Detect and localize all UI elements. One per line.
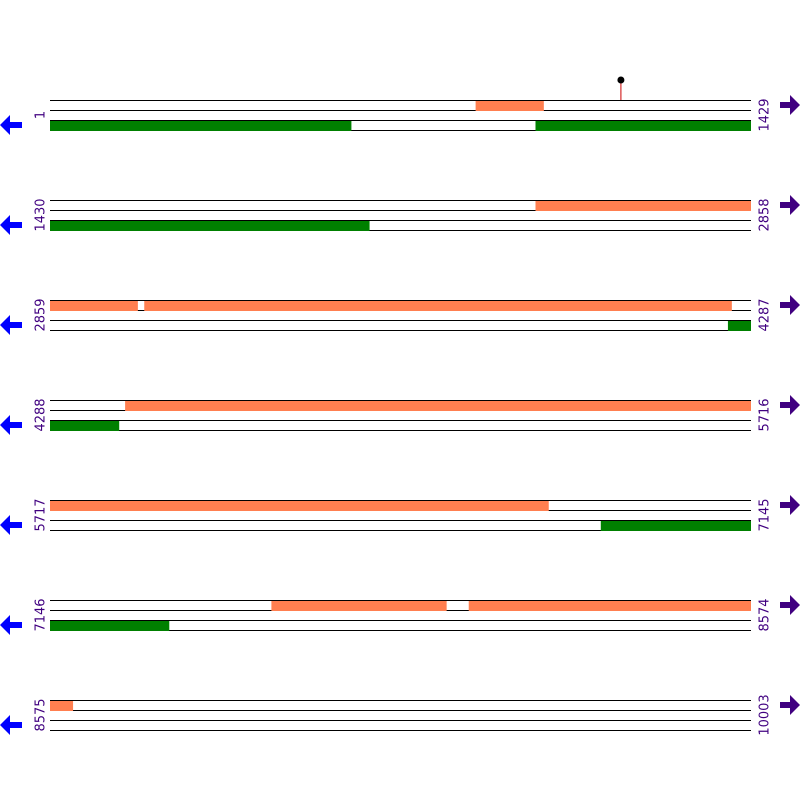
- row-start-label: 2859: [34, 298, 49, 331]
- forward-arrow: [780, 295, 800, 315]
- forward-feature: [535, 201, 751, 211]
- row-end-label: 2858: [758, 198, 773, 231]
- row-start-label: 7146: [34, 598, 49, 631]
- row-start-label: 5717: [34, 498, 49, 531]
- reverse-feature: [50, 421, 120, 431]
- forward-arrow: [780, 495, 800, 515]
- reverse-arrow: [0, 415, 22, 435]
- reverse-feature: [50, 121, 352, 131]
- marker-head: [617, 76, 625, 84]
- row-end-label: 10003: [758, 694, 773, 735]
- row-end-label: 5716: [758, 398, 773, 431]
- reverse-arrow: [0, 115, 22, 135]
- reverse-feature: [50, 221, 370, 231]
- row-start-label: 4288: [34, 398, 49, 431]
- forward-arrow: [780, 195, 800, 215]
- reverse-arrow: [0, 615, 22, 635]
- row-end-label: 8574: [758, 598, 773, 631]
- forward-feature: [468, 601, 751, 611]
- forward-feature: [50, 501, 549, 511]
- forward-arrow: [780, 595, 800, 615]
- row-end-label: 7145: [758, 498, 773, 531]
- reverse-feature: [50, 621, 170, 631]
- row-start-label: 8575: [34, 698, 49, 731]
- forward-arrow: [780, 95, 800, 115]
- row-start-label: 1: [34, 111, 49, 119]
- reverse-arrow: [0, 215, 22, 235]
- forward-feature: [144, 301, 732, 311]
- reverse-feature: [727, 321, 751, 331]
- forward-arrow: [780, 695, 800, 715]
- reverse-arrow: [0, 715, 22, 735]
- reverse-arrow: [0, 515, 22, 535]
- row-end-label: 1429: [758, 98, 773, 131]
- forward-arrow: [780, 395, 800, 415]
- forward-feature: [50, 701, 74, 711]
- row-start-label: 1430: [34, 198, 49, 231]
- reverse-feature: [600, 521, 751, 531]
- forward-feature: [271, 601, 447, 611]
- forward-feature: [475, 101, 544, 111]
- forward-feature: [125, 401, 752, 411]
- reverse-feature: [535, 121, 751, 131]
- row-end-label: 4287: [758, 298, 773, 331]
- forward-feature: [50, 301, 138, 311]
- reverse-arrow: [0, 315, 22, 335]
